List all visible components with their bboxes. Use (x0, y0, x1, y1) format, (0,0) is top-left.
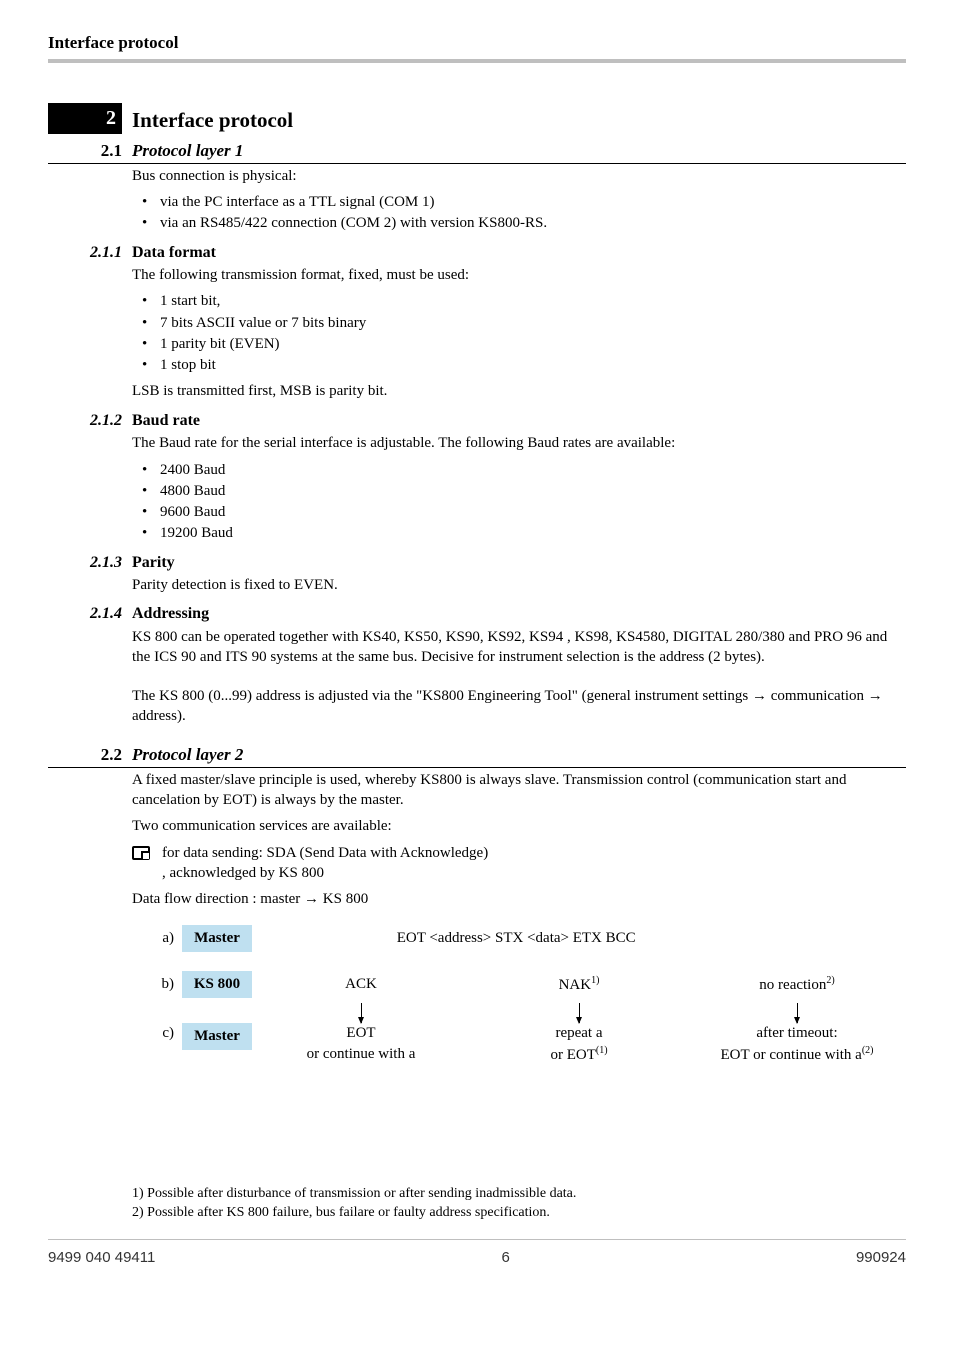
footer-right: 990924 (856, 1248, 906, 1268)
subsection-2-1-2: 2.1.2 Baud rate (48, 410, 906, 432)
list-item: via an RS485/422 connection (COM 2) with… (132, 213, 906, 233)
diagram-arrows (252, 1003, 906, 1023)
diagram-row-label: a) (132, 928, 182, 948)
footer-left: 9499 040 49411 (48, 1248, 155, 1268)
subsection-2-1-3: 2.1.3 Parity (48, 552, 906, 574)
body-text: The KS 800 (0...99) address is adjusted … (132, 686, 906, 727)
chapter-title: Interface protocol (132, 106, 293, 134)
subsection-2-1-1: 2.1.1 Data format (48, 242, 906, 264)
chapter-heading: 2 Interface protocol (48, 103, 906, 134)
body-text: Two communication services are available… (132, 816, 906, 836)
diagram-text: ACK (252, 974, 470, 994)
list-item: 1 start bit, (132, 291, 906, 311)
diagram-row-b: b) KS 800 ACK NAK1) no reaction2) (132, 969, 906, 999)
footnotes: 1) Possible after disturbance of transmi… (132, 1185, 906, 1223)
diagram-row-a: a) Master EOT <address> STX <data> ETX B… (132, 923, 906, 953)
subsection-title: Data format (132, 242, 216, 264)
body-text: Data flow direction : master → KS 800 (132, 889, 906, 909)
section-title: Protocol layer 1 (132, 140, 243, 163)
section-title: Protocol layer 2 (132, 744, 243, 767)
diagram-text: repeat a or EOT(1) (470, 1023, 688, 1065)
protocol-diagram: a) Master EOT <address> STX <data> ETX B… (132, 923, 906, 1065)
subsection-title: Addressing (132, 603, 209, 625)
bullet-list: via the PC interface as a TTL signal (CO… (132, 192, 906, 234)
body-text: KS 800 can be operated together with KS4… (132, 627, 906, 668)
body-text: The following transmission format, fixed… (132, 265, 906, 285)
subsection-2-1-4: 2.1.4 Addressing (48, 603, 906, 625)
note-block: for data sending: SDA (Send Data with Ac… (132, 843, 906, 884)
page-header: Interface protocol (48, 32, 906, 63)
diagram-text: after timeout: EOT or continue with a(2) (688, 1023, 906, 1065)
note-text: for data sending: SDA (Send Data with Ac… (162, 843, 488, 884)
diagram-text: EOT <address> STX <data> ETX BCC (252, 928, 720, 948)
arrow-down-icon (797, 1003, 798, 1023)
section-number: 2.1 (48, 140, 132, 163)
section-2-1: 2.1 Protocol layer 1 (48, 140, 906, 164)
note-icon (132, 846, 150, 860)
list-item: 1 stop bit (132, 355, 906, 375)
footnote: 1) Possible after disturbance of transmi… (132, 1185, 906, 1204)
page-header-title: Interface protocol (48, 33, 178, 52)
footer-page-number: 6 (501, 1248, 509, 1268)
bullet-list: 2400 Baud 4800 Baud 9600 Baud 19200 Baud (132, 460, 906, 544)
diagram-master-box: Master (182, 925, 252, 951)
arrow-down-icon (361, 1003, 362, 1023)
body-text: LSB is transmitted first, MSB is parity … (132, 381, 906, 401)
subsection-number: 2.1.3 (48, 552, 132, 574)
list-item: 1 parity bit (EVEN) (132, 334, 906, 354)
subsection-title: Parity (132, 552, 175, 574)
diagram-row-c: c) Master EOT or continue with a repeat … (132, 1023, 906, 1065)
footnote: 2) Possible after KS 800 failure, bus fa… (132, 1204, 906, 1223)
body-text: Bus connection is physical: (132, 166, 906, 186)
subsection-number: 2.1.4 (48, 603, 132, 625)
diagram-row-label: c) (132, 1023, 182, 1043)
diagram-text: EOT or continue with a (252, 1023, 470, 1064)
arrow-down-icon (579, 1003, 580, 1023)
body-text: A fixed master/slave principle is used, … (132, 770, 906, 811)
section-number: 2.2 (48, 744, 132, 767)
bullet-list: 1 start bit, 7 bits ASCII value or 7 bit… (132, 291, 906, 375)
diagram-master-box: Master (182, 1023, 252, 1049)
subsection-number: 2.1.1 (48, 242, 132, 264)
subsection-title: Baud rate (132, 410, 200, 432)
diagram-row-label: b) (132, 974, 182, 994)
list-item: via the PC interface as a TTL signal (CO… (132, 192, 906, 212)
diagram-ks800-box: KS 800 (182, 971, 252, 997)
list-item: 9600 Baud (132, 502, 906, 522)
body-text: Parity detection is fixed to EVEN. (132, 575, 906, 595)
list-item: 4800 Baud (132, 481, 906, 501)
diagram-text: no reaction2) (688, 974, 906, 995)
page-footer: 9499 040 49411 6 990924 (48, 1239, 906, 1268)
diagram-text: NAK1) (470, 974, 688, 995)
chapter-number: 2 (48, 103, 122, 134)
body-text: The Baud rate for the serial interface i… (132, 433, 906, 453)
list-item: 7 bits ASCII value or 7 bits binary (132, 313, 906, 333)
subsection-number: 2.1.2 (48, 410, 132, 432)
list-item: 19200 Baud (132, 523, 906, 543)
section-2-2: 2.2 Protocol layer 2 (48, 744, 906, 768)
list-item: 2400 Baud (132, 460, 906, 480)
